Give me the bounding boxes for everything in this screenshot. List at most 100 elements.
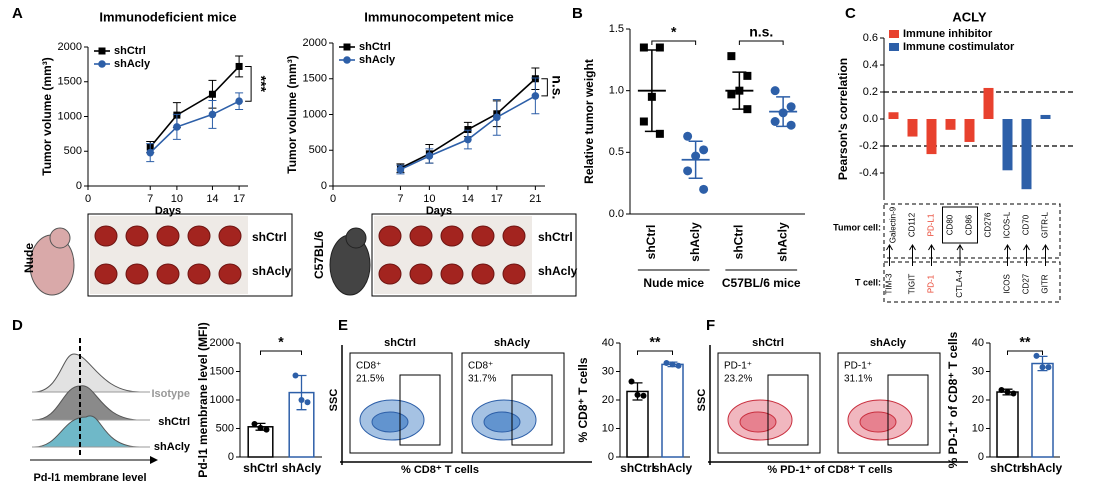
sd-bar <box>644 49 659 133</box>
legend-marker <box>343 56 351 64</box>
photo-label: shAcly <box>252 264 292 278</box>
data-point <box>770 117 780 126</box>
chart-title: Immunocompetent mice <box>364 9 514 24</box>
tumor <box>156 263 180 285</box>
histogram-label: shAcly <box>154 441 191 453</box>
flow-gate <box>511 374 553 446</box>
significance-bracket <box>260 350 302 355</box>
significance-bracket <box>637 350 673 355</box>
bar <box>247 426 274 458</box>
x-tick-label: shAcly <box>1023 461 1063 475</box>
interaction-arrow <box>909 244 916 266</box>
tcell-gene: GITR <box>1041 274 1050 293</box>
significance-label: * <box>671 24 677 40</box>
bar <box>1002 119 1013 171</box>
row-label: T cell: <box>855 277 881 287</box>
legend-label: Immune inhibitor <box>903 28 993 40</box>
y-tick-label: 0 <box>228 451 234 463</box>
x-tick-label: 7 <box>147 193 153 205</box>
y-tick-label: 0.4 <box>863 59 878 71</box>
photo-label: shCtrl <box>252 230 287 244</box>
legend-label: shAcly <box>359 54 396 66</box>
y-tick-label: 20 <box>602 394 614 406</box>
y-tick-label: 500 <box>216 422 234 434</box>
tumor <box>440 225 464 247</box>
sd-bar <box>688 140 703 179</box>
data-point <box>639 43 648 52</box>
legend-label: Immune costimulator <box>903 41 1015 53</box>
flow-x-label: % PD-1⁺ of CD8⁺ T cells <box>767 464 892 476</box>
tumor <box>409 263 433 285</box>
flow-percent: 23.2% <box>724 374 752 385</box>
data-point <box>669 361 676 368</box>
interaction-arrow <box>956 244 964 266</box>
flow-x-label: % CD8⁺ T cells <box>401 464 479 476</box>
tumor-row-box <box>883 203 1061 259</box>
data-point <box>639 117 648 126</box>
data-point <box>998 387 1005 394</box>
data-point <box>786 120 796 130</box>
x-tick-label: shAcly <box>688 222 702 262</box>
y-tick-label: 1.0 <box>609 85 624 97</box>
panel-letter: B <box>572 5 583 22</box>
marker <box>146 148 155 157</box>
x-axis-label: Days <box>426 205 452 217</box>
tumor <box>378 263 402 285</box>
flow-percent: 31.7% <box>468 374 496 385</box>
y-tick-label: 2000 <box>210 337 234 349</box>
flow-gate <box>399 374 441 446</box>
panel-letter: C <box>845 5 856 22</box>
interaction-arrow <box>1004 244 1011 266</box>
significance-label: n.s. <box>550 75 566 99</box>
x-tick-label: 10 <box>423 193 435 205</box>
interaction-arrow <box>886 244 893 266</box>
flow-gate <box>767 374 809 446</box>
tumor <box>187 263 211 285</box>
y-tick-label: 1000 <box>210 394 234 406</box>
tumor <box>502 225 526 247</box>
data-point <box>770 86 780 96</box>
tumor <box>502 263 526 285</box>
histogram-curve <box>33 353 141 393</box>
arrow <box>150 456 158 464</box>
category-label: ICOS-L <box>1003 211 1012 238</box>
data-point <box>1045 364 1052 371</box>
bar <box>983 87 994 119</box>
bar <box>661 363 684 458</box>
x-tick-label: 0 <box>330 193 336 205</box>
x-tick-label: shCtrl <box>243 461 278 475</box>
y-tick-label: 1000 <box>303 108 327 120</box>
y-axis-label: Relative tumor weight <box>582 59 596 184</box>
category-label: Galectin-9 <box>889 206 898 243</box>
flow-gate-label: CD8⁺ <box>468 361 493 372</box>
y-tick-label: 1500 <box>58 76 82 88</box>
flow-percent: 21.5% <box>356 374 384 385</box>
y-axis-label: Tumor volume (mm³) <box>40 57 54 175</box>
flow-gate-label: PD-1⁺ <box>844 361 872 372</box>
histogram-label: Isotype <box>151 388 190 400</box>
tumor <box>94 263 118 285</box>
tumor <box>94 225 118 247</box>
flow-y-label: SSC <box>328 389 340 412</box>
y-tick-label: 500 <box>64 145 82 157</box>
data-point <box>727 52 736 61</box>
category-label: GITR-L <box>1041 211 1050 238</box>
bar <box>1040 114 1051 119</box>
tumor <box>156 225 180 247</box>
bar <box>888 112 899 119</box>
y-axis-label: % PD-1⁺ of CD8⁺ T cells <box>946 331 960 468</box>
tcell-gene: CD27 <box>1022 273 1031 294</box>
marker <box>464 126 472 134</box>
panel-letter: A <box>12 5 23 22</box>
flow-gate-label: CD8⁺ <box>356 361 381 372</box>
legend-label: shCtrl <box>359 41 391 53</box>
chart-title: Immunodeficient mice <box>99 9 236 24</box>
sd-bar <box>732 71 747 110</box>
y-tick-label: 0.6 <box>863 32 878 44</box>
panel-letter: F <box>706 317 715 334</box>
photo-label: Nude <box>22 243 36 273</box>
x-tick-label: shCtrl <box>732 225 746 260</box>
x-tick-label: 14 <box>206 193 218 205</box>
category-label: PD-L1 <box>927 213 936 236</box>
